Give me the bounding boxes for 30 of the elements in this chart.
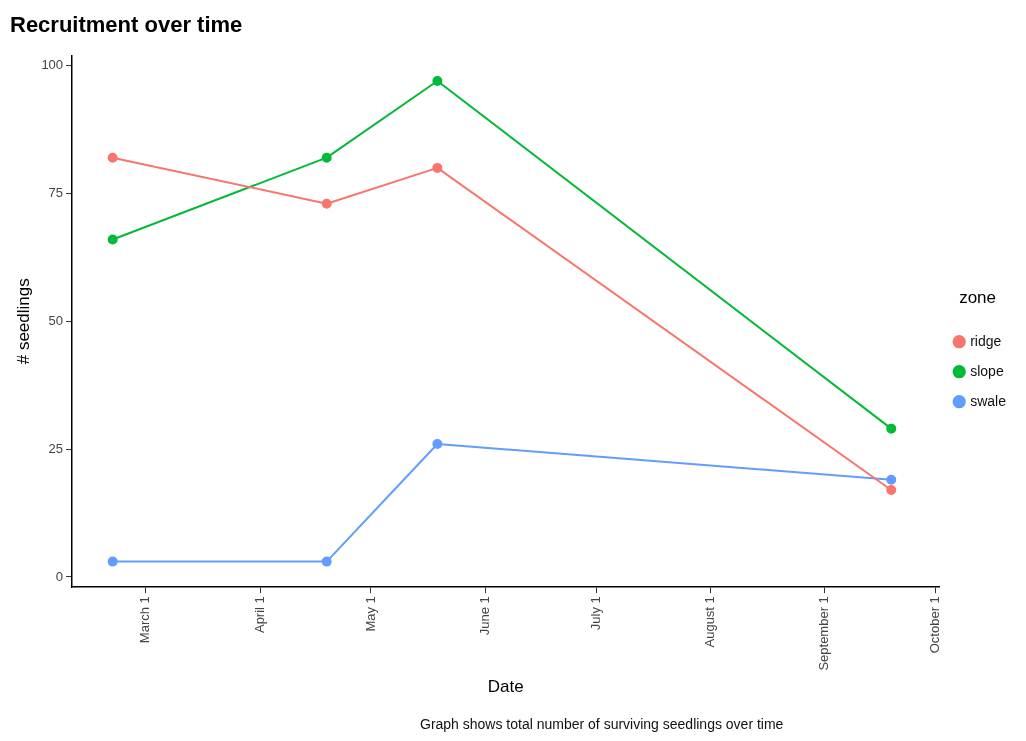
- text: Graph shows total number of surviving seedlings over time: [420, 716, 784, 732]
- x-tick-label: August 1: [702, 596, 718, 648]
- legend-title: zone: [959, 288, 997, 308]
- point: [432, 162, 443, 173]
- chart-title: Recruitment over time: [10, 12, 243, 38]
- point: [886, 485, 897, 496]
- x-tick-label: September 1: [816, 596, 832, 671]
- y-tick-label: 100: [41, 57, 64, 73]
- y-tick-label: 75: [48, 185, 64, 201]
- point: [321, 556, 332, 567]
- y-tick-label: 25: [48, 440, 64, 456]
- legend-label: slope: [970, 362, 1004, 379]
- y-tick-label: 0: [55, 568, 64, 584]
- x-tick-label: April 1: [251, 596, 267, 634]
- x-tick-label: March 1: [137, 596, 153, 644]
- x-axis-title: Date: [487, 677, 524, 697]
- legend-label: ridge: [970, 332, 1002, 349]
- point: [886, 423, 897, 434]
- point: [321, 198, 332, 209]
- y-axis-title: # seedlings: [13, 278, 33, 365]
- point: [432, 75, 443, 86]
- x-tick-label: May 1: [362, 596, 378, 632]
- y-tick-label: 50: [48, 312, 64, 328]
- point: [432, 439, 443, 449]
- point: [321, 152, 332, 163]
- x-tick-label: October 1: [927, 596, 943, 654]
- point: [886, 474, 897, 485]
- x-tick-label: July 1: [587, 596, 603, 631]
- x-tick-label: June 1: [476, 596, 492, 636]
- legend-label: swale: [970, 392, 1007, 409]
